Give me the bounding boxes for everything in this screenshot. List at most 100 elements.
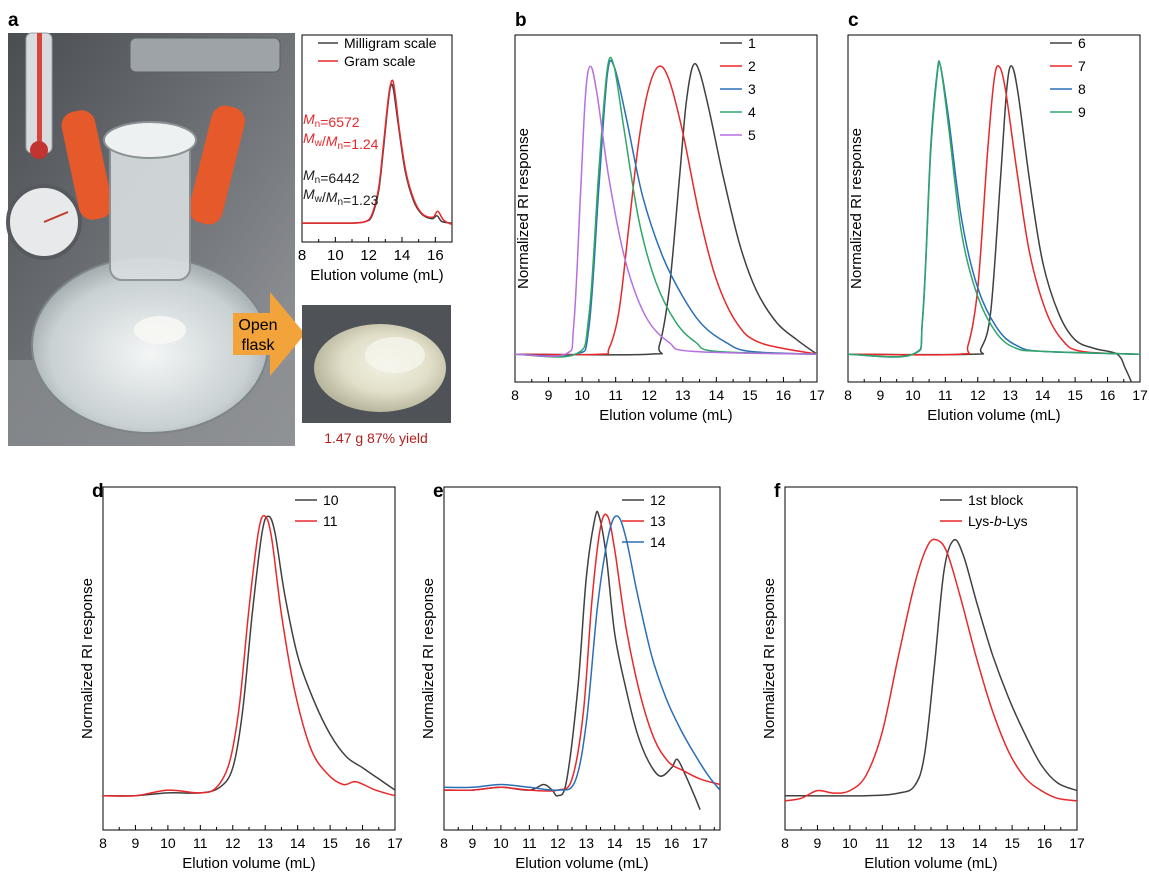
panel-letter-c: c xyxy=(848,10,859,31)
y-axis-label: Normalized RI response xyxy=(79,578,96,739)
x-tick-label: 10 xyxy=(905,387,921,403)
y-axis-label: Normalized RI response xyxy=(420,578,437,739)
x-axis-label: Elution volume (mL) xyxy=(599,407,732,424)
x-tick-label: 12 xyxy=(225,835,241,851)
panel-letter-b: b xyxy=(515,10,527,31)
x-tick-label: 17 xyxy=(387,835,403,851)
x-tick-label: 10 xyxy=(842,835,858,851)
x-tick-label: 12 xyxy=(360,247,377,264)
clamp-grip-right-icon xyxy=(188,105,246,225)
legend-label: Lys-b-Lys xyxy=(968,513,1028,529)
x-tick-label: 17 xyxy=(692,835,708,851)
x-tick-label: 16 xyxy=(1100,387,1116,403)
series-line-3 xyxy=(515,59,817,357)
x-tick-label: 10 xyxy=(160,835,176,851)
x-tick-label: 8 xyxy=(99,835,107,851)
legend-label: 8 xyxy=(1078,81,1086,97)
legend-label: Gram scale xyxy=(344,53,416,69)
plot-frame xyxy=(514,34,818,383)
y-axis-label: Normalized RI response xyxy=(761,578,778,739)
molecular-weight-annotation: Mn=6572 xyxy=(303,111,360,130)
series-line-5 xyxy=(515,65,817,358)
open-flask-arrow-icon xyxy=(233,292,305,376)
open-flask-label: Open xyxy=(238,317,277,334)
x-tick-label: 8 xyxy=(781,835,789,851)
chart-e: 8 9 10 11 12 13 14 15 16 17 Elution volume (mL) Nor… xyxy=(420,486,721,872)
series-line-12 xyxy=(444,510,701,810)
legend-label: 13 xyxy=(650,513,666,529)
x-tick-label: 14 xyxy=(972,835,988,851)
chart-c: 8 9 10 11 12 13 14 15 16 17 Elution volume (mL) Nor… xyxy=(844,34,1148,424)
panel-letter-d: d xyxy=(92,481,104,502)
x-axis-label: Elution volume (mL) xyxy=(310,267,443,284)
x-tick-label: 8 xyxy=(844,387,852,403)
x-tick-label: 9 xyxy=(814,835,822,851)
x-tick-label: 12 xyxy=(907,835,923,851)
clamp-icon xyxy=(129,37,281,73)
series-line-6 xyxy=(848,65,1133,382)
legend-label: 10 xyxy=(323,492,339,508)
x-tick-label: 15 xyxy=(635,835,651,851)
x-tick-label: 10 xyxy=(574,387,590,403)
panel-letter-f: f xyxy=(774,481,781,502)
x-tick-label: 14 xyxy=(394,247,411,264)
series-line-1 xyxy=(515,62,817,356)
series-line-1st block xyxy=(785,538,1077,797)
legend-label: 14 xyxy=(650,534,666,550)
clamp-grip-left-icon xyxy=(61,110,113,220)
x-tick-label: 13 xyxy=(939,835,955,851)
legend-label: 3 xyxy=(748,81,756,97)
x-tick-label: 12 xyxy=(641,387,657,403)
x-axis-label: Elution volume (mL) xyxy=(927,407,1060,424)
panel-a-product-photo xyxy=(302,305,451,423)
x-tick-label: 17 xyxy=(1069,835,1085,851)
chart-f: 8 9 10 11 12 13 14 15 16 17 Elution volume (mL) Nor… xyxy=(761,486,1085,872)
x-tick-label: 9 xyxy=(132,835,140,851)
flask-icon xyxy=(31,256,269,434)
legend-label: 7 xyxy=(1078,58,1086,74)
x-tick-label: 11 xyxy=(522,835,537,851)
legend-label: 5 xyxy=(748,127,756,143)
legend-label: 4 xyxy=(748,104,756,120)
x-axis-label: Elution volume (mL) xyxy=(864,855,997,872)
x-tick-label: 11 xyxy=(193,835,208,851)
plot-frame xyxy=(301,34,453,243)
x-tick-label: 14 xyxy=(290,835,306,851)
x-tick-label: 11 xyxy=(875,835,890,851)
x-tick-label: 9 xyxy=(877,387,885,403)
plot-frame xyxy=(784,486,1078,831)
x-axis-label: Elution volume (mL) xyxy=(182,855,315,872)
series-line-Lys-b-Lys xyxy=(785,538,1077,802)
x-tick-label: 14 xyxy=(607,835,623,851)
chart-a-inset: 8 10 12 14 16 Elution volume (mL) Milligram sc… xyxy=(298,34,453,284)
x-tick-label: 14 xyxy=(709,387,725,403)
x-tick-label: 10 xyxy=(493,835,509,851)
x-tick-label: 14 xyxy=(1035,387,1051,403)
open-flask-label-line2: flask xyxy=(242,337,276,354)
series-line-14 xyxy=(444,515,720,792)
y-axis-label: Normalized RI response xyxy=(515,128,532,289)
series-line-7 xyxy=(848,65,1140,356)
series-line-Gram scale xyxy=(302,79,452,226)
x-tick-label: 10 xyxy=(327,247,344,264)
molecular-weight-annotation: Mn=6442 xyxy=(303,167,360,186)
x-tick-label: 11 xyxy=(938,387,953,403)
product-yield-caption: 1.47 g 87% yield xyxy=(324,430,428,446)
legend-label: 12 xyxy=(650,492,666,508)
x-tick-label: 8 xyxy=(511,387,519,403)
x-tick-label: 13 xyxy=(578,835,594,851)
series-line-8 xyxy=(848,60,1140,358)
x-tick-label: 12 xyxy=(970,387,986,403)
x-tick-label: 17 xyxy=(809,387,825,403)
series-line-10 xyxy=(103,515,395,797)
x-tick-label: 16 xyxy=(776,387,792,403)
series-line-11 xyxy=(103,514,395,797)
legend-label: 1st block xyxy=(968,492,1024,508)
legend-label: 11 xyxy=(323,513,338,529)
chart-d: 8 9 10 11 12 13 14 15 16 17 Elution volume (mL) Nor… xyxy=(79,486,403,872)
x-tick-label: 16 xyxy=(355,835,371,851)
x-tick-label: 17 xyxy=(1132,387,1148,403)
x-tick-label: 13 xyxy=(1002,387,1018,403)
plot-frame xyxy=(443,486,721,831)
